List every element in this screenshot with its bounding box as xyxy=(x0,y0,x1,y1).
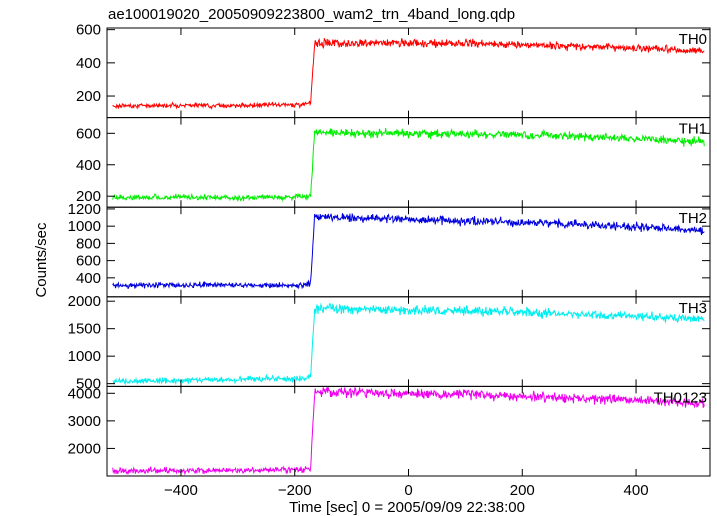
y-tick-label: 1000 xyxy=(68,218,101,235)
y-tick-label: 2000 xyxy=(68,293,101,310)
y-tick-label: 500 xyxy=(76,376,101,393)
x-tick-label: 400 xyxy=(624,482,649,499)
panel-label-th0: TH0 xyxy=(679,31,707,48)
y-tick-label: 600 xyxy=(76,22,101,39)
series-line-th0 xyxy=(112,37,705,110)
chart-title: ae100019020_20050909223800_wam2_trn_4ban… xyxy=(108,6,515,23)
panel-label-th1: TH1 xyxy=(679,121,707,138)
y-tick-label: 200 xyxy=(76,88,101,105)
y-tick-label: 400 xyxy=(76,157,101,174)
panel-frame-th3 xyxy=(106,296,711,387)
series-line-th3 xyxy=(112,302,705,386)
series-line-th1 xyxy=(112,128,705,203)
panel-frame-th1 xyxy=(106,117,711,208)
panel-label-th3: TH3 xyxy=(679,300,707,317)
y-tick-label: 1500 xyxy=(68,321,101,338)
x-axis-label: Time [sec] 0 = 2005/09/09 22:38:00 xyxy=(289,499,525,516)
x-tick-label: 200 xyxy=(510,482,535,499)
x-tick-label: −200 xyxy=(278,482,312,499)
y-tick-label: 400 xyxy=(76,55,101,72)
y-tick-label: 400 xyxy=(76,270,101,287)
series-line-th0123 xyxy=(112,386,705,476)
series-line-th2 xyxy=(112,212,705,290)
y-axis-label: Counts/sec xyxy=(33,222,50,298)
y-tick-label: 200 xyxy=(76,188,101,205)
y-tick-label: 600 xyxy=(76,125,101,142)
y-tick-label: 1000 xyxy=(68,348,101,365)
y-tick-label: 800 xyxy=(76,235,101,252)
y-tick-label: 1200 xyxy=(68,201,101,218)
y-tick-label: 3000 xyxy=(68,413,101,430)
x-tick-label: −400 xyxy=(164,482,198,499)
panel-label-th0123: TH0123 xyxy=(654,389,707,406)
panel-label-th2: TH2 xyxy=(679,210,707,227)
y-tick-label: 4000 xyxy=(68,385,101,402)
y-tick-label: 2000 xyxy=(68,440,101,457)
x-tick-label: 0 xyxy=(404,482,412,499)
y-tick-label: 600 xyxy=(76,253,101,270)
